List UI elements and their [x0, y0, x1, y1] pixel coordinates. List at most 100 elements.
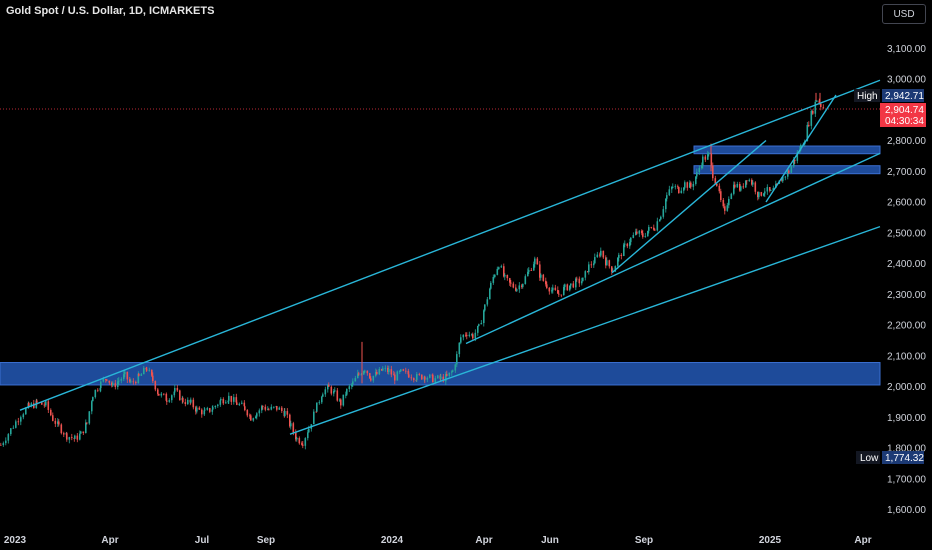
- currency-button[interactable]: USD: [882, 4, 926, 24]
- zone-0: [0, 362, 881, 386]
- candle-350: [707, 150, 709, 160]
- candle-79: [165, 392, 168, 401]
- candle-192: [390, 365, 393, 378]
- candle-159: [324, 386, 327, 397]
- candle-38: [82, 431, 85, 436]
- candle-360: [726, 202, 729, 212]
- candle-36: [79, 430, 81, 441]
- trendline-2[interactable]: [465, 152, 881, 345]
- candle-230: [466, 332, 468, 340]
- candle-106: [219, 399, 222, 407]
- candle-312: [630, 236, 632, 245]
- time-axis[interactable]: 2023 Apr Jul Sep 2024 Apr Jun Sep 2025 Apr: [4, 535, 872, 546]
- candle-337: [680, 187, 683, 194]
- candle-193: [393, 370, 395, 376]
- y-tick-label: 2,800.00: [887, 136, 926, 147]
- candle-76: [158, 393, 160, 396]
- candle-51: [108, 380, 111, 385]
- candle-238: [483, 309, 485, 327]
- candle-335: [677, 184, 679, 189]
- candle-169: [345, 391, 347, 399]
- candle-314: [635, 228, 637, 236]
- candle-67: [140, 373, 143, 376]
- candle-168: [342, 394, 345, 407]
- x-tick-label: 2025: [759, 535, 782, 546]
- candle-258: [522, 283, 524, 289]
- candle-90: [187, 397, 189, 406]
- candle-336: [678, 186, 680, 194]
- candle-227: [460, 334, 462, 345]
- candle-201: [408, 371, 410, 379]
- trendline-group[interactable]: [19, 79, 881, 435]
- candle-210: [426, 376, 429, 383]
- candle-245: [496, 266, 499, 276]
- candle-403: [812, 109, 814, 115]
- candle-319: [644, 232, 647, 238]
- y-tick-label: 2,100.00: [887, 351, 926, 362]
- candle-53: [112, 381, 114, 388]
- candle-195: [396, 370, 399, 381]
- candle-139: [284, 408, 286, 417]
- candle-6: [15, 419, 17, 429]
- y-tick-label: 2,000.00: [887, 382, 926, 393]
- candle-84: [174, 384, 176, 394]
- candle-281: [569, 285, 571, 292]
- candle-175: [357, 369, 359, 379]
- candle-92: [190, 397, 192, 404]
- y-tick-label: 2,500.00: [887, 228, 926, 239]
- y-tick-label: 2,700.00: [887, 167, 926, 178]
- candle-57: [120, 377, 123, 384]
- candle-39: [85, 419, 87, 434]
- candle-233: [472, 332, 474, 340]
- candle-366: [739, 181, 741, 192]
- candle-121: [249, 413, 251, 419]
- candle-375: [757, 191, 759, 201]
- candle-296: [599, 252, 601, 258]
- candle-328: [662, 205, 665, 219]
- candle-22: [50, 408, 52, 417]
- candle-50: [106, 379, 108, 382]
- trendline-3[interactable]: [611, 139, 767, 274]
- candle-142: [290, 420, 292, 430]
- x-tick-label: 2024: [381, 535, 404, 546]
- candle-125: [256, 412, 258, 420]
- candle-207: [421, 374, 423, 380]
- candle-189: [384, 365, 387, 372]
- symbol-title: Gold Spot / U.S. Dollar, 1D, ICMARKETS: [6, 5, 215, 17]
- candle-372: [751, 178, 753, 186]
- candle-128: [262, 405, 264, 410]
- high-value: 2,942.71: [885, 91, 924, 102]
- candle-185: [376, 369, 378, 375]
- candle-68: [143, 365, 145, 375]
- candle-334: [674, 184, 677, 190]
- candle-325: [656, 217, 659, 232]
- candle-251: [509, 277, 511, 286]
- candle-298: [602, 250, 605, 259]
- trendline-4[interactable]: [765, 94, 837, 203]
- y-tick-label: 2,600.00: [887, 198, 926, 209]
- candle-326: [659, 218, 661, 222]
- candle-180: [366, 370, 369, 376]
- candle-294: [594, 253, 596, 264]
- y-tick-label: 1,700.00: [887, 474, 926, 485]
- high-label: High: [857, 91, 878, 102]
- candle-341: [689, 180, 691, 188]
- candle-45: [97, 388, 99, 393]
- candle-19: [43, 402, 46, 408]
- candle-287: [581, 277, 583, 286]
- candle-141: [289, 413, 291, 428]
- candle-381: [769, 186, 771, 193]
- candle-77: [160, 392, 163, 398]
- candle-359: [724, 203, 726, 215]
- trendline-0[interactable]: [19, 79, 881, 411]
- trendline-1[interactable]: [289, 225, 881, 435]
- candle-320: [647, 230, 649, 237]
- x-tick-label: Apr: [475, 535, 492, 546]
- candle-253: [512, 281, 515, 289]
- candle-174: [354, 375, 357, 382]
- candle-395: [796, 150, 799, 164]
- candle-1: [2, 441, 5, 447]
- candle-321: [648, 224, 650, 234]
- candle-301: [608, 259, 611, 269]
